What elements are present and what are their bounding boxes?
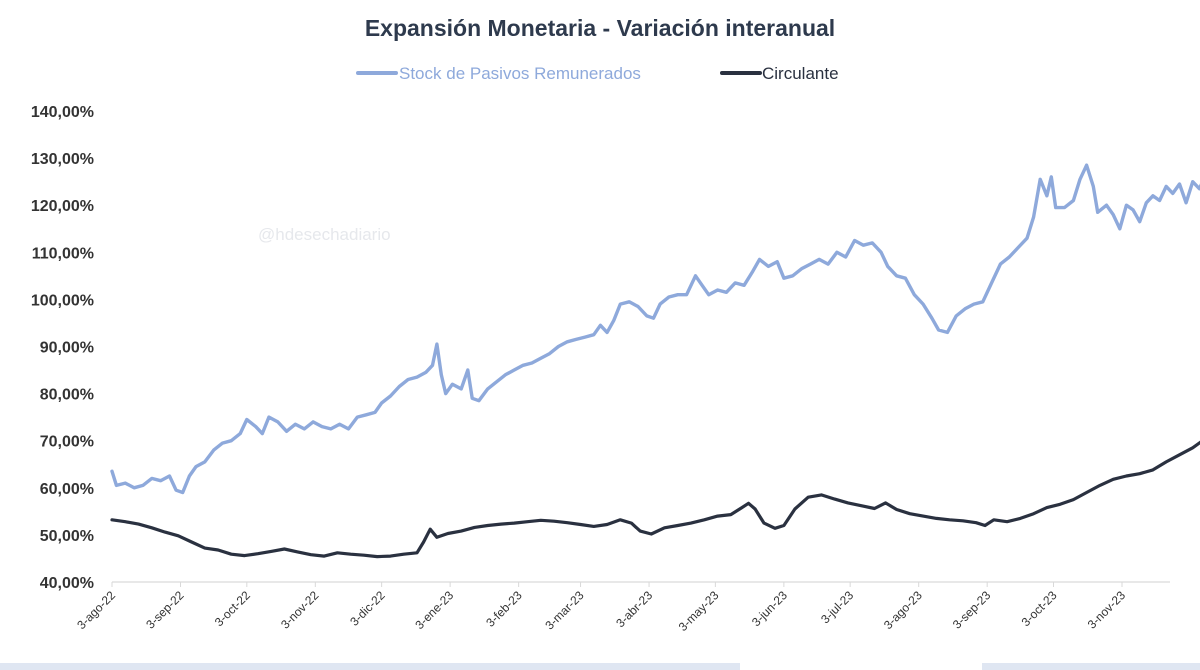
x-tick-label: 3-nov-23: [1085, 588, 1129, 632]
y-tick-label: 120,00%: [31, 198, 94, 215]
chart-title: Expansión Monetaria - Variación interanu…: [365, 15, 835, 41]
legend: Stock de Pasivos Remunerados Circulante: [356, 64, 839, 83]
series-layer: [110, 163, 1200, 559]
bottom-scroll-strip: [0, 663, 740, 670]
x-tick-label: 3-nov-22: [278, 588, 322, 632]
x-tick-label: 3-jun-23: [749, 588, 790, 629]
y-tick-label: 110,00%: [32, 245, 94, 262]
y-tick-label: 80,00%: [40, 387, 94, 404]
x-tick-label: 3-dic-22: [347, 588, 388, 629]
x-tick-label: 3-feb-23: [483, 588, 525, 630]
x-tick-label: 3-ago-22: [74, 588, 118, 632]
y-tick-label: 50,00%: [40, 528, 94, 545]
x-tick-label: 3-ago-23: [881, 588, 925, 632]
bottom-scroll-strip-right: [982, 663, 1200, 670]
x-tick-label: 3-jul-23: [818, 588, 856, 626]
x-axis-ticks: 3-ago-22 3-sep-22 3-oct-22 3-nov-22 3-dic-22…: [74, 582, 1128, 634]
y-tick-label: 130,00%: [31, 151, 94, 168]
y-tick-label: 90,00%: [40, 340, 94, 357]
y-tick-label: 60,00%: [40, 481, 94, 498]
x-tick-label: 3-ene-23: [412, 588, 456, 632]
x-tick-label: 3-sep-22: [143, 588, 187, 632]
x-tick-label: 3-sep-23: [950, 588, 994, 632]
legend-label-pasivos: Stock de Pasivos Remunerados: [399, 64, 641, 83]
x-tick-label: 3-oct-22: [212, 588, 253, 629]
y-tick-label: 140,00%: [31, 104, 94, 121]
y-axis-ticks: 140,00% 130,00% 120,00% 110,00% 100,00% 90,00…: [31, 104, 94, 592]
x-tick-label: 3-may-23: [676, 588, 722, 634]
watermark-text: @hdesechadiario: [258, 225, 391, 244]
series-line-pasivos: [110, 163, 1200, 495]
y-tick-label: 100,00%: [31, 292, 94, 309]
y-tick-label: 70,00%: [40, 434, 94, 451]
x-tick-label: 3-abr-23: [613, 588, 655, 630]
x-tick-label: 3-oct-23: [1019, 588, 1060, 629]
y-tick-label: 40,00%: [40, 575, 94, 592]
x-tick-label: 3-mar-23: [542, 588, 587, 633]
legend-label-circulante: Circulante: [762, 64, 839, 83]
series-line-circulante: [110, 440, 1200, 559]
